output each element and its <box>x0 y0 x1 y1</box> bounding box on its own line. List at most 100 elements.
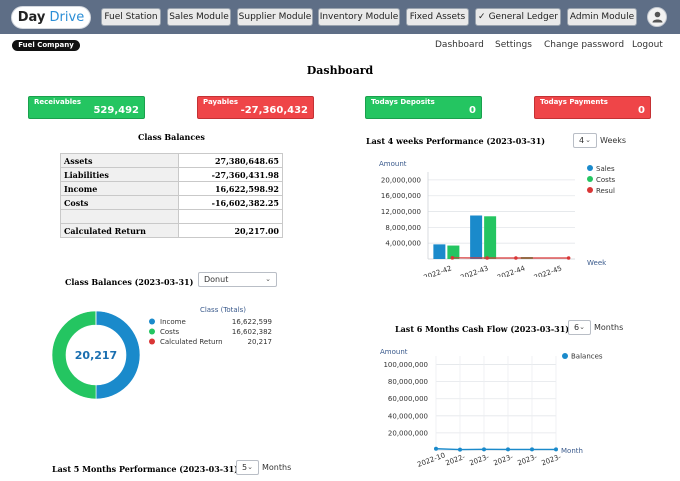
bar-costs <box>484 216 497 259</box>
donut-center-value: 20,217 <box>75 349 117 362</box>
page-title: Dashboard <box>306 64 374 77</box>
user-menu-button[interactable] <box>647 7 667 27</box>
card-value: 0 <box>469 105 476 116</box>
y-tick-label: 100,000,000 <box>383 361 428 369</box>
y-tick-label: 20,000,000 <box>381 176 421 184</box>
weeks-unit-label: Weeks <box>600 136 627 145</box>
donut-slice-income <box>95 310 141 400</box>
row-label: Liabilities <box>60 167 179 182</box>
perf5m-title: Last 5 Months Performance (2023-03-31) <box>52 464 239 474</box>
legend-swatch <box>587 165 593 171</box>
y-tick-label: 12,000,000 <box>381 208 421 216</box>
perf4w-chart: Amount 4,000,000 8,000,000 12,000,000 16,000… <box>379 160 615 277</box>
card-value: 529,492 <box>93 105 139 116</box>
cash6m-chart: Amount 20,000,000 40,000,000 60,000,000 80,0… <box>380 348 603 469</box>
x-tick-label: 2023- <box>516 453 538 468</box>
receivables-card: Receivables 529,492 <box>28 96 145 119</box>
user-icon <box>652 11 663 23</box>
chevron-down-icon: ⌄ <box>247 463 253 471</box>
chevron-down-icon: ⌄ <box>585 136 591 144</box>
class-balances-title: Class Balances <box>138 132 205 142</box>
nav-fuel-station[interactable]: Fuel Station <box>101 8 161 26</box>
results-point <box>514 256 518 260</box>
y-tick-label: 60,000,000 <box>388 395 428 403</box>
legend-label: Calculated Return <box>160 338 223 346</box>
weeks-select[interactable]: 4 ⌄ <box>573 133 597 148</box>
nav-inventory-module[interactable]: Inventory Module <box>318 8 400 26</box>
nav-fixed-assets[interactable]: Fixed Assets <box>406 8 469 26</box>
table-row: Calculated Return 20,217.00 <box>60 223 283 238</box>
y-tick-label: 16,000,000 <box>381 192 421 200</box>
y-tick-label: 20,000,000 <box>388 429 428 437</box>
x-tick-label: 2022-44 <box>496 264 527 277</box>
months5-unit-label: Months <box>262 463 292 472</box>
y-tick-label: 80,000,000 <box>388 378 428 386</box>
nav-general-ledger[interactable]: ✓ General Ledger <box>475 8 561 26</box>
legend-value: 16,622,599 <box>232 318 272 326</box>
table-row: Assets 27,380,648.65 <box>60 153 283 168</box>
nav-sales-module[interactable]: Sales Module <box>167 8 231 26</box>
todays-deposits-card: Todays Deposits 0 <box>365 96 482 119</box>
card-title: Receivables <box>34 98 82 106</box>
legend-swatch <box>149 338 155 345</box>
x-tick-label: 2022-45 <box>533 264 563 277</box>
perf4w-title: Last 4 weeks Performance (2023-03-31) <box>366 136 546 146</box>
card-title: Todays Deposits <box>371 98 435 106</box>
months-unit-label: Months <box>594 323 624 332</box>
x-tick-label: 2023- <box>540 453 562 468</box>
legend-swatch <box>149 328 155 335</box>
nav-supplier-module[interactable]: Supplier Module <box>237 8 313 26</box>
balances-point <box>506 447 510 452</box>
row-label: Income <box>60 181 179 196</box>
legend-swatch <box>587 187 593 193</box>
x-tick-label: 2022- <box>444 453 466 468</box>
cash6m-title: Last 6 Months Cash Flow (2023-03-31) <box>395 324 570 334</box>
balances-point <box>434 446 438 451</box>
months5-select[interactable]: 5 ⌄ <box>236 460 259 475</box>
results-point <box>566 256 571 260</box>
row-value: -27,360,431.98 <box>178 167 283 182</box>
card-title: Todays Payments <box>540 98 608 106</box>
nav-admin-module[interactable]: Admin Module <box>567 8 637 26</box>
y-axis-label: Amount <box>379 160 407 168</box>
row-value: 27,380,648.65 <box>178 153 283 168</box>
legend-label: Sales <box>596 165 615 173</box>
card-value: -27,360,432 <box>240 105 308 116</box>
balances-point <box>530 447 534 452</box>
row-value <box>178 209 283 224</box>
balances-point <box>458 447 462 452</box>
legend-value: 20,217 <box>248 338 273 346</box>
results-point <box>485 256 489 260</box>
balances-point <box>482 447 486 452</box>
class-totals-donut-chart: 20,217 Class (Totals) Income 16,622,599 Cost… <box>51 306 273 400</box>
bar-costs <box>447 245 460 259</box>
donut-section-title: Class Balances (2023-03-31) <box>65 277 194 287</box>
row-value: 16,622,598.92 <box>178 181 283 196</box>
x-tick-label: 2022-42 <box>423 264 453 277</box>
payables-card: Payables -27,360,432 <box>197 96 314 119</box>
card-value: 0 <box>638 105 645 116</box>
x-axis-label: Month <box>561 447 583 455</box>
legend-label: Results <box>596 187 615 195</box>
x-tick-label: 2023- <box>468 453 490 468</box>
table-row: Liabilities -27,360,431.98 <box>60 167 283 182</box>
link-logout[interactable]: Logout <box>632 40 663 50</box>
table-row: Income 16,622,598.92 <box>60 181 283 196</box>
legend-label: Income <box>160 318 186 326</box>
app-logo[interactable]: Day Drive <box>11 6 91 29</box>
link-settings[interactable]: Settings <box>495 40 532 50</box>
months-select[interactable]: 6 ⌄ <box>568 320 591 335</box>
row-label <box>60 209 179 224</box>
y-axis-label: Amount <box>380 348 408 356</box>
x-axis-label: Week <box>587 259 607 267</box>
legend-swatch <box>587 176 593 182</box>
link-dashboard[interactable]: Dashboard <box>435 40 484 50</box>
bar-sales <box>433 244 446 259</box>
balances-line <box>435 448 556 451</box>
link-change-password[interactable]: Change password <box>544 40 625 50</box>
top-navigation-bar: Day Drive Fuel Station Sales Module Supp… <box>0 0 680 34</box>
legend-swatch <box>562 353 568 359</box>
chart-type-select[interactable]: Donut ⌄ <box>198 272 277 287</box>
row-label: Assets <box>60 153 179 168</box>
table-row: Costs -16,602,382.25 <box>60 195 283 210</box>
